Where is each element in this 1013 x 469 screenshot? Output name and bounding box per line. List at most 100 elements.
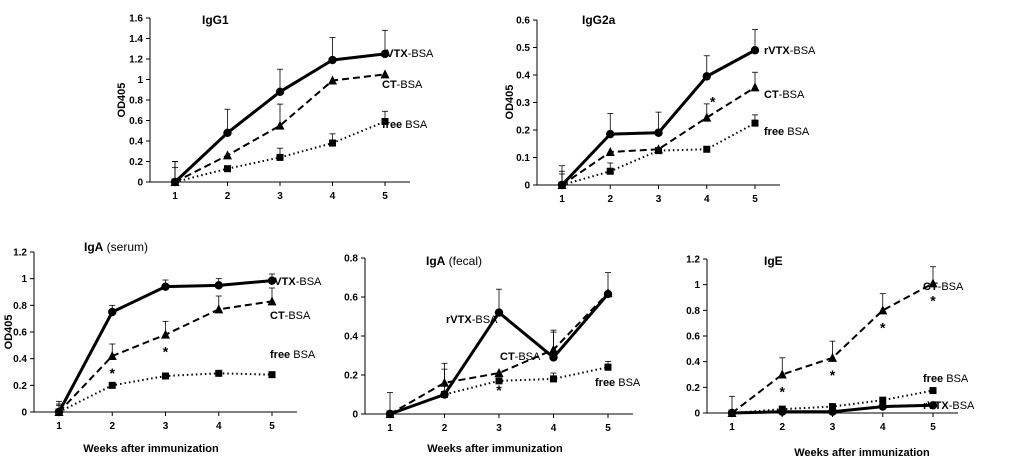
panel-title: IgA (serum) bbox=[84, 240, 148, 254]
data-point-triangle bbox=[702, 112, 712, 122]
data-point-triangle bbox=[161, 329, 170, 339]
data-point-circle bbox=[494, 308, 504, 317]
data-point-circle bbox=[549, 353, 558, 362]
y-tick-label: 0.8 bbox=[13, 301, 27, 312]
y-tick-label: 0 bbox=[524, 181, 530, 192]
y-tick-label: 1.2 bbox=[13, 248, 27, 259]
x-axis-title: Weeks after immunization bbox=[83, 443, 219, 455]
y-tick-label: 0.5 bbox=[516, 43, 530, 54]
y-axis-title: OD405 bbox=[3, 315, 15, 350]
x-tick-label: 3 bbox=[277, 191, 283, 202]
data-point-square bbox=[929, 387, 937, 395]
data-point-square bbox=[224, 165, 231, 173]
x-tick-label: 5 bbox=[752, 194, 758, 205]
data-point-square bbox=[55, 408, 63, 416]
x-tick-label: 4 bbox=[880, 422, 886, 433]
x-tick-label: 5 bbox=[382, 191, 388, 202]
x-tick-label: 3 bbox=[830, 422, 836, 433]
y-tick-label: 0.2 bbox=[686, 383, 700, 394]
data-point-circle bbox=[108, 307, 117, 317]
data-point-triangle bbox=[494, 368, 504, 378]
y-tick-label: 0.8 bbox=[686, 306, 700, 317]
data-point-square bbox=[329, 139, 336, 147]
series-label-rvtx-bsa: rVTX-BSA bbox=[382, 48, 434, 60]
series-label-free-bsa: free BSA bbox=[764, 126, 810, 138]
y-tick-label: 1.2 bbox=[686, 255, 700, 266]
y-tick-label: 0 bbox=[137, 178, 143, 189]
y-tick-label: 0.1 bbox=[516, 153, 530, 164]
y-tick-label: 1 bbox=[137, 75, 143, 86]
significance-star: * bbox=[830, 367, 836, 383]
data-point-triangle bbox=[549, 344, 558, 354]
significance-star: * bbox=[780, 384, 786, 400]
x-tick-label: 2 bbox=[607, 194, 613, 205]
x-tick-label: 5 bbox=[605, 423, 611, 434]
y-tick-label: 0.4 bbox=[129, 137, 143, 148]
data-point-square bbox=[268, 371, 276, 379]
significance-star: * bbox=[110, 365, 116, 381]
y-tick-label: 0 bbox=[21, 408, 27, 419]
data-point-square bbox=[558, 181, 566, 189]
data-point-circle bbox=[727, 408, 737, 418]
data-point-circle bbox=[328, 55, 337, 65]
y-tick-label: 0 bbox=[352, 410, 358, 421]
data-point-triangle bbox=[828, 352, 837, 362]
data-point-circle bbox=[878, 402, 887, 411]
y-tick-label: 0.2 bbox=[13, 381, 27, 392]
y-tick-label: 0.4 bbox=[686, 357, 700, 368]
series-line bbox=[389, 292, 609, 415]
x-tick-label: 1 bbox=[56, 421, 62, 432]
data-point-square bbox=[276, 153, 284, 161]
data-point-circle bbox=[750, 46, 760, 55]
x-tick-label: 5 bbox=[930, 422, 936, 433]
series-free-bsa: free BSA bbox=[55, 349, 316, 416]
x-tick-label: 2 bbox=[442, 423, 448, 434]
data-point-square bbox=[162, 372, 169, 380]
x-tick-label: 4 bbox=[330, 191, 336, 202]
x-tick-label: 4 bbox=[551, 423, 557, 434]
data-point-triangle bbox=[440, 377, 449, 387]
y-tick-label: 0.6 bbox=[13, 328, 27, 339]
data-point-square bbox=[751, 119, 759, 127]
data-point-circle bbox=[214, 281, 223, 290]
x-tick-label: 2 bbox=[225, 191, 231, 202]
data-point-circle bbox=[778, 407, 787, 416]
data-point-circle bbox=[223, 128, 232, 137]
data-point-triangle bbox=[223, 150, 232, 160]
significance-star: * bbox=[496, 382, 502, 398]
series-free-bsa: free BSA bbox=[558, 114, 810, 189]
series-free-bsa: free BSA bbox=[171, 110, 428, 186]
data-point-square bbox=[879, 396, 887, 404]
data-point-square bbox=[215, 369, 223, 377]
series-label-rvtx-bsa: rVTX-BSA bbox=[923, 400, 975, 412]
y-tick-label: 0.2 bbox=[344, 371, 358, 382]
data-point-triangle bbox=[605, 147, 615, 156]
y-tick-label: 0.3 bbox=[516, 98, 530, 109]
data-point-triangle bbox=[777, 369, 787, 379]
y-tick-label: 1 bbox=[694, 280, 700, 291]
data-point-square bbox=[703, 145, 711, 153]
data-point-circle bbox=[654, 128, 663, 137]
data-point-circle bbox=[928, 401, 938, 410]
panel-title: IgG2a bbox=[582, 13, 616, 27]
data-point-square bbox=[381, 118, 389, 126]
panel-iga-serum: 0 0.2 0.4 0.6 0.8 1 1.2 1 2 3 4 5 IgA (serum) OD405 We… bbox=[3, 240, 322, 455]
significance-star: * bbox=[880, 319, 886, 335]
significance-star: * bbox=[930, 292, 936, 308]
data-point-square bbox=[108, 381, 116, 389]
panel-iga-fecal: 0 0.2 0.4 0.6 0.8 1 2 3 4 5 IgA (fecal) Weeks after… bbox=[344, 254, 641, 456]
y-tick-label: 0.6 bbox=[686, 332, 700, 343]
y-tick-label: 0.6 bbox=[516, 16, 530, 27]
y-tick-label: 0.8 bbox=[129, 96, 143, 107]
x-tick-label: 1 bbox=[729, 422, 735, 433]
y-tick-label: 0.4 bbox=[516, 71, 530, 82]
data-point-triangle bbox=[275, 120, 285, 130]
data-point-triangle bbox=[267, 296, 277, 306]
data-point-triangle bbox=[603, 288, 613, 298]
panel-ige: 0 0.2 0.4 0.6 0.8 1 1.2 1 2 3 4 5 IgE Weeks after imm… bbox=[686, 254, 975, 459]
y-tick-label: 1 bbox=[21, 274, 27, 285]
y-tick-label: 0.4 bbox=[13, 354, 27, 365]
y-tick-label: 0 bbox=[694, 409, 700, 420]
y-tick-label: 0.6 bbox=[344, 293, 358, 304]
x-tick-label: 2 bbox=[779, 422, 785, 433]
